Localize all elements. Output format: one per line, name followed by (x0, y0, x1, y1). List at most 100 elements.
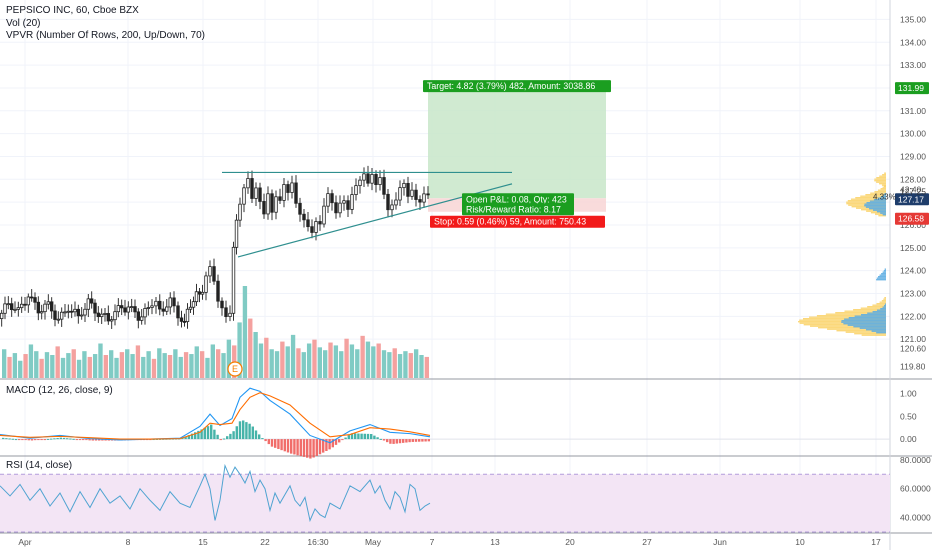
macd-histogram-bar (370, 434, 373, 440)
macd-histogram-bar (373, 435, 376, 440)
candle-body (63, 311, 67, 314)
candle-body (59, 311, 64, 320)
volume-bar (76, 359, 82, 378)
volume-bar (237, 322, 242, 378)
candle-body (0, 312, 4, 320)
rsi-tick-label: 40.0000 (900, 513, 931, 523)
volume-bar (2, 349, 7, 378)
macd-histogram-bar (315, 439, 318, 456)
candle-body (322, 205, 326, 225)
volume-bar (194, 346, 199, 378)
macd-histogram-bar (277, 439, 280, 449)
macd-histogram-bar (360, 433, 363, 440)
candle-body (354, 185, 358, 196)
macd-histogram-bar (418, 439, 421, 442)
candle-body (29, 296, 34, 299)
volume-bar (183, 352, 189, 378)
candle-body (13, 308, 17, 311)
vpvr-row (854, 315, 886, 317)
macd-histogram-bar (392, 439, 395, 444)
macd-histogram-bar (50, 438, 53, 440)
vpvr-row (881, 184, 886, 186)
vpvr-row (872, 304, 886, 306)
macd-histogram-bar (11, 438, 14, 440)
candle-body (49, 301, 54, 312)
price-tick-label: 122.00 (900, 311, 926, 321)
macd-histogram-bar (2, 437, 5, 440)
volume-bar (28, 344, 34, 378)
candle-body (410, 189, 414, 197)
long-position-tool[interactable] (428, 88, 606, 212)
macd-histogram-bar (222, 438, 226, 440)
candle-body (346, 200, 350, 210)
candle-body (133, 306, 137, 313)
vpvr-row (860, 195, 886, 197)
vpvr-row (869, 200, 886, 202)
vpvr-legend[interactable]: VPVR (Number Of Rows, 200, Up/Down, 70) (6, 30, 205, 41)
grid-lines (0, 0, 890, 532)
price-tick-label: 129.00 (900, 151, 926, 161)
vol-legend[interactable]: Vol (20) (6, 18, 41, 29)
time-tick-label: 22 (260, 537, 270, 547)
rsi-legend[interactable]: RSI (14, close) (6, 460, 73, 471)
vpvr-row (847, 200, 886, 202)
candle-body (56, 318, 61, 321)
candle-body (179, 317, 184, 322)
price-tick-label: 124.00 (900, 266, 926, 276)
volume-bar (189, 354, 194, 378)
time-tick-label: 27 (642, 537, 652, 547)
main-legend[interactable]: PEPSICO INC, 60, Cboe BZX (6, 5, 139, 16)
candle-body (136, 311, 141, 321)
volume-bar (199, 351, 205, 378)
candle-body (123, 307, 127, 313)
vpvr-row (882, 306, 886, 308)
volume-bar (397, 354, 403, 378)
macd-legend[interactable]: MACD (12, 26, close, 9) (6, 385, 113, 396)
candle-body (103, 313, 107, 315)
candle-body (394, 199, 398, 206)
macd-histogram-bar (197, 430, 200, 440)
candle-body (382, 177, 386, 195)
candle-body (362, 173, 366, 181)
volume-bar (125, 349, 130, 378)
volume-bar (55, 346, 60, 378)
macd-histogram-bar (78, 439, 82, 441)
vpvr-row (855, 197, 886, 199)
candle-body (154, 300, 158, 307)
candle-body (73, 308, 77, 313)
candle-body (39, 311, 44, 314)
macd-histogram-bar (27, 439, 30, 441)
time-tick-label: 13 (490, 537, 500, 547)
volume-bar (34, 351, 39, 378)
volume-bar (403, 351, 408, 378)
price-axis[interactable]: 135.00134.00133.00132.00131.00130.00129.… (873, 14, 931, 522)
vpvr-row (874, 178, 886, 180)
target-label-bg (423, 80, 611, 93)
rsi-tick-label: 60.0000 (900, 484, 931, 494)
candle-body (350, 194, 354, 210)
candle-body (176, 305, 180, 319)
candle-body (378, 177, 382, 186)
price-tick-label: 120.60 (900, 343, 926, 353)
macd-histogram-bar (254, 430, 258, 440)
macd-line (0, 387, 431, 444)
macd-histogram-bar (405, 439, 408, 443)
macd-histogram-bar (411, 439, 414, 442)
candle-body (298, 202, 302, 215)
volume-bar (285, 346, 290, 378)
volume-bar (157, 348, 162, 378)
price-tick-label: 123.00 (900, 288, 926, 298)
macd-histogram-bar (37, 439, 40, 441)
macd-histogram-bar (376, 437, 379, 440)
time-axis[interactable]: Apr 8 15 22 16:30 May 7 13 20 27 Jun 10 17 (18, 537, 881, 547)
macd-histogram-bar (43, 439, 46, 441)
macd-pane (0, 387, 890, 459)
volume-bar (387, 352, 392, 378)
macd-histogram-bar (88, 439, 91, 441)
candle-body (270, 193, 274, 213)
volume-bar (344, 338, 349, 378)
vpvr-row (810, 325, 886, 327)
macd-histogram-bar (98, 439, 101, 441)
vpvr-row (871, 330, 886, 332)
